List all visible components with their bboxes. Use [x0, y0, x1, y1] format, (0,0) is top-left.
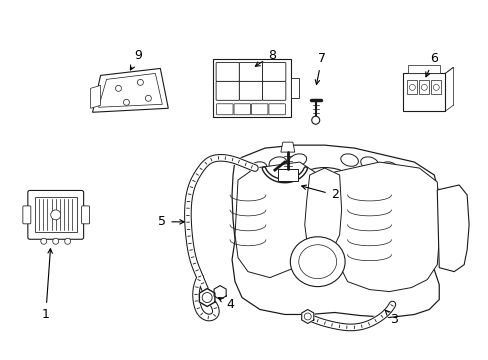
Circle shape	[311, 116, 319, 124]
Polygon shape	[214, 285, 225, 300]
Circle shape	[421, 84, 427, 90]
Circle shape	[53, 238, 59, 244]
Ellipse shape	[249, 162, 266, 174]
Polygon shape	[280, 142, 294, 152]
FancyBboxPatch shape	[239, 62, 262, 81]
Circle shape	[408, 84, 414, 90]
Text: 1: 1	[42, 249, 52, 321]
FancyBboxPatch shape	[81, 206, 89, 224]
Ellipse shape	[288, 154, 306, 166]
Ellipse shape	[360, 157, 378, 169]
Ellipse shape	[380, 162, 397, 174]
Circle shape	[41, 238, 47, 244]
Text: 3: 3	[385, 310, 398, 326]
Polygon shape	[199, 289, 214, 306]
FancyBboxPatch shape	[262, 81, 285, 100]
Polygon shape	[436, 185, 468, 272]
Ellipse shape	[268, 157, 286, 169]
Polygon shape	[235, 162, 314, 278]
Bar	[430, 80, 440, 94]
FancyBboxPatch shape	[216, 62, 239, 81]
Circle shape	[137, 80, 143, 85]
Bar	[407, 66, 439, 73]
Circle shape	[115, 85, 121, 91]
Ellipse shape	[298, 245, 336, 279]
FancyBboxPatch shape	[23, 206, 31, 224]
Bar	[407, 80, 416, 94]
Text: 5: 5	[158, 215, 184, 228]
FancyBboxPatch shape	[28, 190, 83, 239]
Bar	[213, 59, 290, 117]
Polygon shape	[90, 85, 101, 108]
Bar	[403, 73, 444, 111]
Ellipse shape	[294, 167, 354, 202]
FancyBboxPatch shape	[268, 104, 285, 115]
Ellipse shape	[340, 154, 358, 166]
Text: 8: 8	[255, 49, 275, 66]
Circle shape	[432, 84, 438, 90]
Bar	[419, 80, 428, 94]
Bar	[290, 78, 298, 98]
Polygon shape	[92, 68, 168, 112]
Circle shape	[123, 99, 129, 105]
Polygon shape	[329, 162, 438, 292]
FancyBboxPatch shape	[216, 104, 233, 115]
Bar	[35, 197, 77, 232]
Text: 2: 2	[301, 185, 338, 202]
FancyBboxPatch shape	[216, 81, 239, 100]
Ellipse shape	[290, 237, 345, 287]
Text: 9: 9	[130, 49, 142, 70]
FancyBboxPatch shape	[234, 104, 250, 115]
FancyBboxPatch shape	[251, 104, 267, 115]
Bar	[277, 169, 297, 181]
FancyBboxPatch shape	[262, 62, 285, 81]
FancyBboxPatch shape	[239, 81, 262, 100]
Circle shape	[304, 313, 310, 320]
Circle shape	[51, 210, 61, 220]
Polygon shape	[301, 310, 313, 323]
Circle shape	[145, 95, 151, 101]
Circle shape	[202, 293, 212, 302]
Text: 4: 4	[218, 298, 234, 311]
Polygon shape	[304, 168, 341, 258]
Circle shape	[64, 238, 71, 244]
Text: 6: 6	[425, 52, 437, 77]
Text: 7: 7	[315, 52, 325, 84]
Polygon shape	[232, 145, 438, 318]
